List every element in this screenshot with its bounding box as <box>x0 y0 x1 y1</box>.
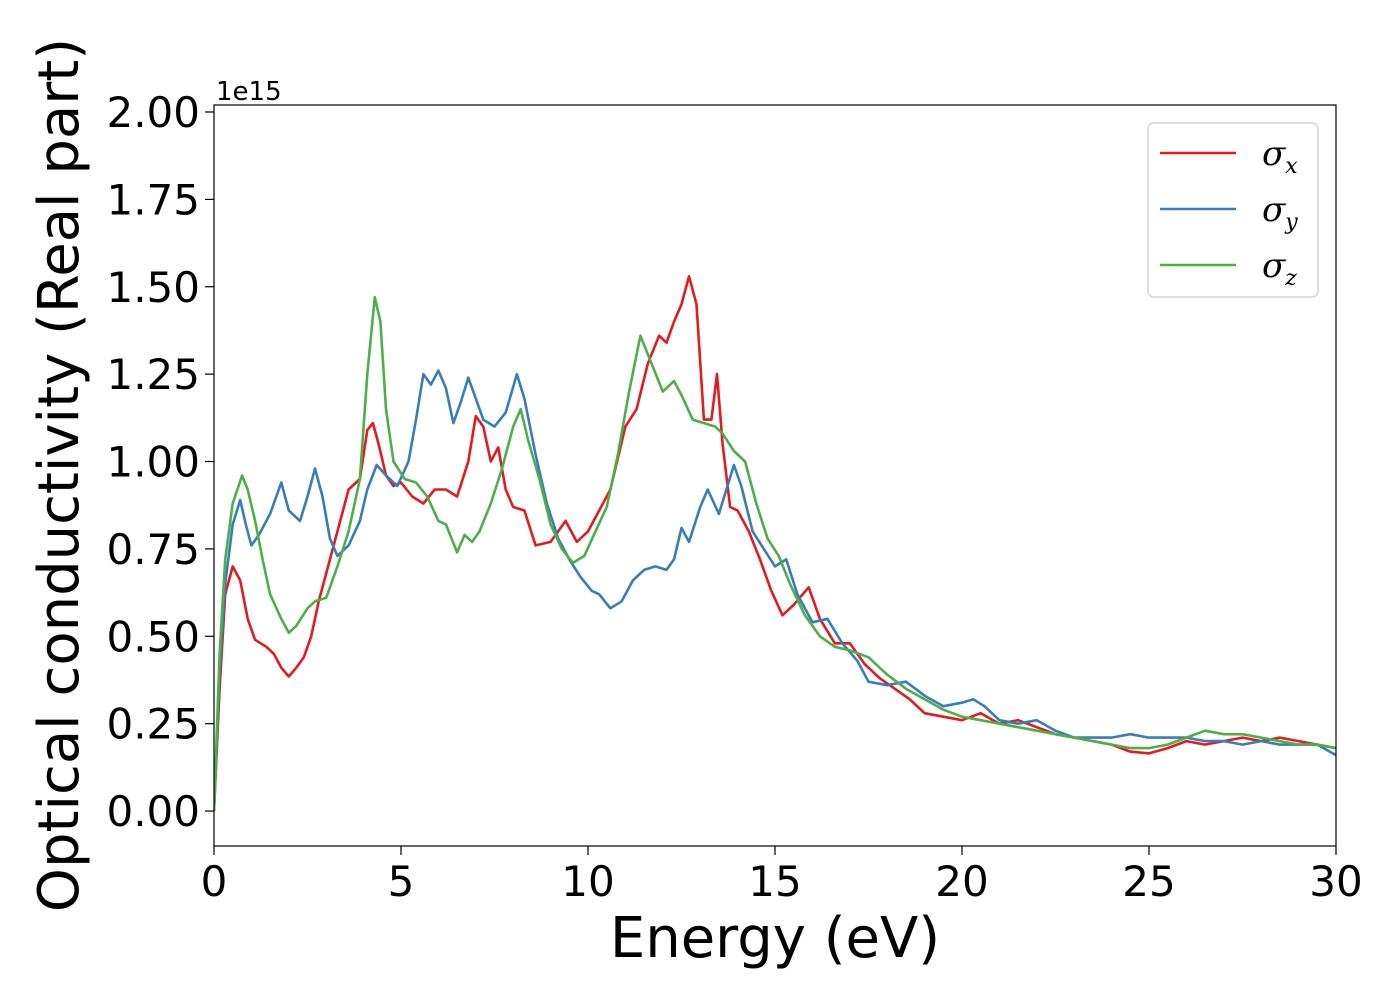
x-tick-label: 25 <box>1122 857 1175 906</box>
series-line-y <box>214 369 1336 812</box>
legend-symbol: σ <box>1262 190 1286 230</box>
legend-symbol: σ <box>1262 134 1286 174</box>
y-axis-label: Optical conductivity (Real part) <box>27 38 92 912</box>
series-line-x <box>214 275 1336 812</box>
series-line-z <box>214 295 1336 812</box>
x-axis-label: Energy (eV) <box>610 906 940 971</box>
legend-label-z: σz <box>1262 246 1297 291</box>
legend-subscript: x <box>1285 154 1298 179</box>
plot-area <box>214 275 1336 812</box>
y-offset-label: 1e15 <box>216 77 282 107</box>
x-tick-label: 0 <box>201 857 228 906</box>
x-tick-label: 20 <box>935 857 988 906</box>
y-tick-label: 1.75 <box>106 175 200 224</box>
ticks-layer: 0 5 10 15 20 25 30 0.00 0.25 0.50 0.75 1.00 1.25 1.50… <box>106 88 1362 906</box>
legend-symbol: σ <box>1262 246 1286 286</box>
y-tick-label: 1.25 <box>106 350 200 399</box>
y-tick-label: 2.00 <box>106 88 200 137</box>
legend-subscript: z <box>1284 266 1297 291</box>
y-tick-label: 0.25 <box>106 700 200 749</box>
x-tick-label: 10 <box>561 857 614 906</box>
y-tick-label: 0.50 <box>106 612 200 661</box>
y-tick-label: 0.75 <box>106 525 200 574</box>
x-tick-label: 15 <box>748 857 801 906</box>
y-tick-label: 1.00 <box>106 438 200 487</box>
legend-label-x: σx <box>1262 134 1298 179</box>
x-tick-label: 30 <box>1309 857 1362 906</box>
x-tick-label: 5 <box>388 857 415 906</box>
legend-label-y: σy <box>1262 190 1298 235</box>
plot-frame <box>213 104 1337 847</box>
y-tick-label: 0.00 <box>106 787 200 836</box>
y-tick-label: 1.50 <box>106 263 200 312</box>
series-lines <box>214 275 1336 812</box>
legend-subscript: y <box>1284 210 1298 235</box>
